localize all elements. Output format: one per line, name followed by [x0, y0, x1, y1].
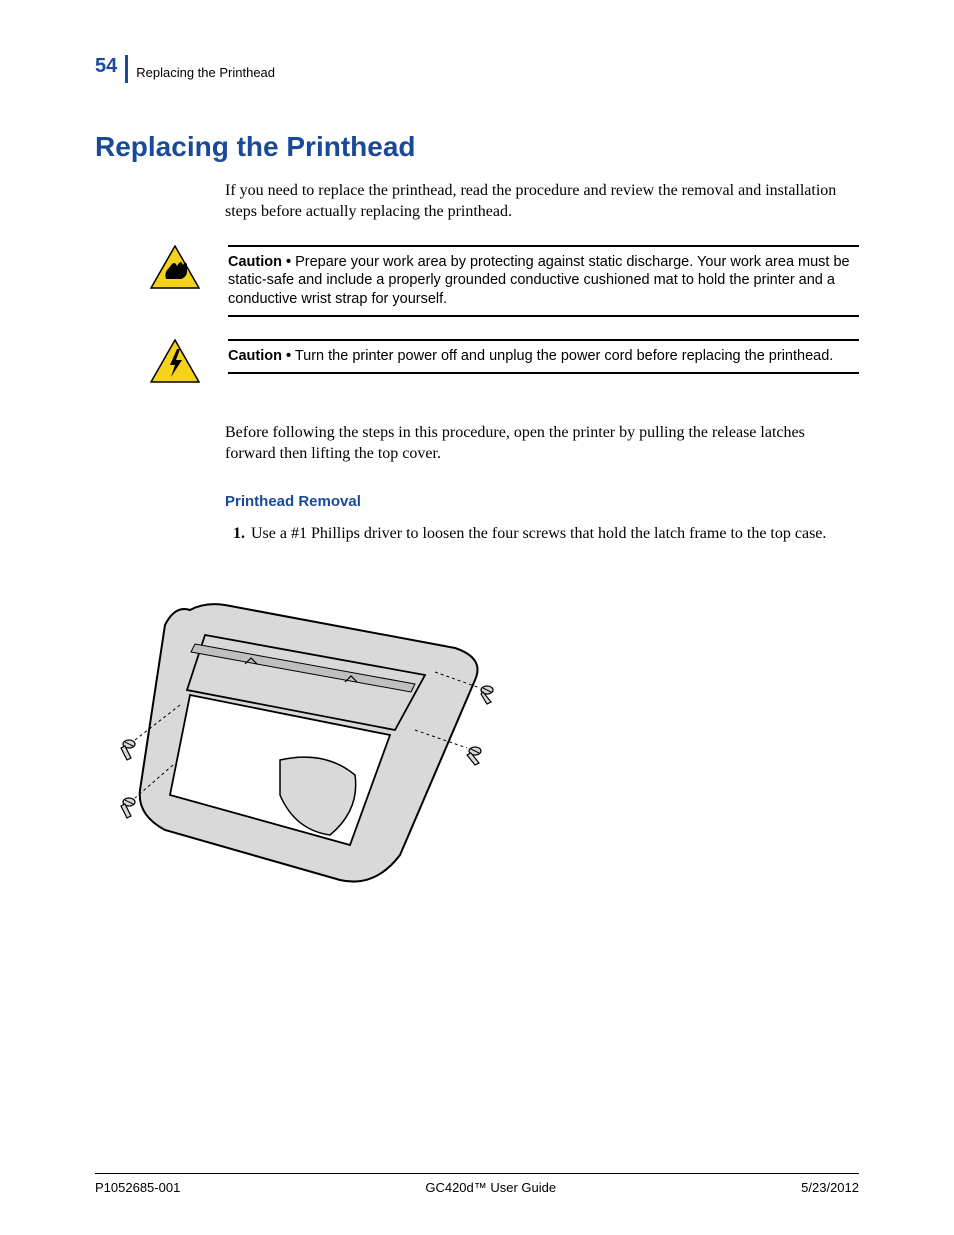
caution-power-text: Caution • Turn the printer power off and… [228, 339, 859, 374]
step-text: Use a #1 Phillips driver to loosen the f… [251, 524, 826, 545]
printhead-figure [95, 580, 859, 890]
document-page: 54 Replacing the Printhead Replacing the… [0, 0, 954, 1235]
footer-row: P1052685-001 GC420d™ User Guide 5/23/201… [95, 1180, 859, 1195]
footer-doc-title: GC420d™ User Guide [425, 1180, 556, 1195]
step-number: 1. [233, 524, 245, 545]
subheading-printhead-removal: Printhead Removal [95, 493, 859, 510]
caution-text: Turn the printer power off and unplug th… [291, 348, 833, 364]
caution-label: Caution • [228, 348, 291, 364]
caution-label: Caution • [228, 254, 291, 270]
caution-text: Prepare your work area by protecting aga… [228, 254, 850, 308]
header-section-title: Replacing the Printhead [136, 55, 275, 80]
intro-paragraph: If you need to replace the printhead, re… [95, 181, 859, 223]
caution-static-text: Caution • Prepare your work area by prot… [228, 245, 859, 318]
footer-rule [95, 1173, 859, 1174]
electric-bolt-icon [150, 339, 200, 383]
page-title: Replacing the Printhead [95, 131, 859, 163]
footer-doc-number: P1052685-001 [95, 1180, 180, 1195]
header-divider [125, 55, 128, 83]
static-hand-icon [150, 245, 200, 289]
page-number: 54 [95, 55, 125, 78]
page-footer: P1052685-001 GC420d™ User Guide 5/23/201… [95, 1173, 859, 1195]
pre-steps-paragraph: Before following the steps in this proce… [95, 423, 859, 465]
footer-date: 5/23/2012 [801, 1180, 859, 1195]
caution-power: Caution • Turn the printer power off and… [95, 339, 859, 383]
step-1: 1. Use a #1 Phillips driver to loosen th… [95, 524, 859, 545]
caution-static: Caution • Prepare your work area by prot… [95, 245, 859, 318]
page-header: 54 Replacing the Printhead [95, 55, 859, 83]
